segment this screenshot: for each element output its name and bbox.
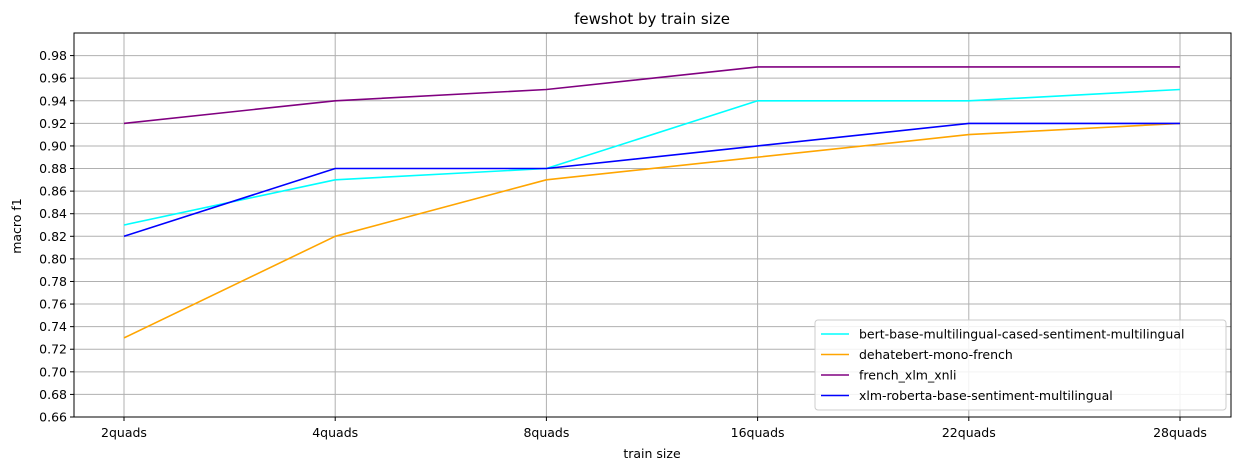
y-tick-label: 0.88 bbox=[39, 161, 67, 176]
y-tick-label: 0.82 bbox=[39, 229, 67, 244]
x-tick-label: 16quads bbox=[731, 425, 785, 440]
y-tick-label: 0.70 bbox=[39, 364, 67, 379]
series-line bbox=[123, 122, 1180, 238]
y-tick-label: 0.90 bbox=[39, 138, 67, 153]
legend-label: dehatebert-mono-french bbox=[859, 347, 1013, 362]
legend-label: xlm-roberta-base-sentiment-multilingual bbox=[859, 388, 1113, 403]
y-tick-label: 0.98 bbox=[39, 48, 67, 63]
x-tick-label: 8quads bbox=[523, 425, 569, 440]
y-tick-label: 0.94 bbox=[39, 93, 67, 108]
x-tick-label: 4quads bbox=[312, 425, 358, 440]
series-line bbox=[123, 88, 1181, 226]
x-tick-label: 28quads bbox=[1153, 425, 1207, 440]
y-tick-label: 0.80 bbox=[39, 251, 67, 266]
axes bbox=[70, 32, 1232, 421]
series-lines bbox=[123, 66, 1181, 339]
y-axis-title: macro f1 bbox=[9, 198, 24, 254]
chart-title: fewshot by train size bbox=[574, 10, 730, 28]
series-line bbox=[123, 122, 1181, 339]
y-tick-label: 0.68 bbox=[39, 387, 67, 402]
y-tick-label: 0.74 bbox=[39, 319, 67, 334]
y-tick-label: 0.92 bbox=[39, 116, 67, 131]
x-axis-title: train size bbox=[623, 446, 681, 461]
y-tick-label: 0.66 bbox=[39, 410, 67, 425]
y-tick-label: 0.96 bbox=[39, 71, 67, 86]
legend-box bbox=[814, 319, 1227, 411]
x-tick-label: 22quads bbox=[942, 425, 996, 440]
tick-labels: 2quads 4quads 8quads 16quads 22quads 28quads 0… bbox=[39, 48, 1207, 440]
y-tick-label: 0.76 bbox=[39, 297, 67, 312]
legend: bert-base-multilingual-cased-sentiment-m… bbox=[814, 319, 1227, 411]
y-tick-label: 0.84 bbox=[39, 206, 67, 221]
series-line bbox=[123, 66, 1180, 125]
legend-label: bert-base-multilingual-cased-sentiment-m… bbox=[859, 327, 1184, 342]
plot-frame bbox=[73, 32, 1232, 418]
y-tick-label: 0.86 bbox=[39, 184, 67, 199]
y-tick-label: 0.72 bbox=[39, 342, 67, 357]
x-tick-label: 2quads bbox=[101, 425, 147, 440]
legend-label: french_xlm_xnli bbox=[859, 368, 957, 383]
y-tick-label: 0.78 bbox=[39, 274, 67, 289]
